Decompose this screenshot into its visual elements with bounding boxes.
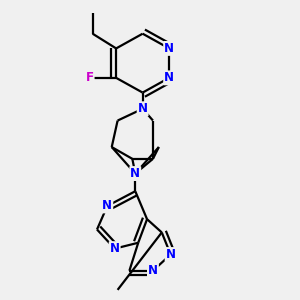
Text: N: N: [148, 264, 158, 277]
Text: N: N: [110, 242, 120, 255]
Text: N: N: [138, 102, 148, 115]
Text: N: N: [164, 71, 174, 84]
Text: N: N: [102, 200, 112, 212]
Text: N: N: [130, 167, 140, 180]
Text: N: N: [164, 42, 174, 55]
Text: F: F: [85, 71, 94, 84]
Text: N: N: [166, 248, 176, 261]
